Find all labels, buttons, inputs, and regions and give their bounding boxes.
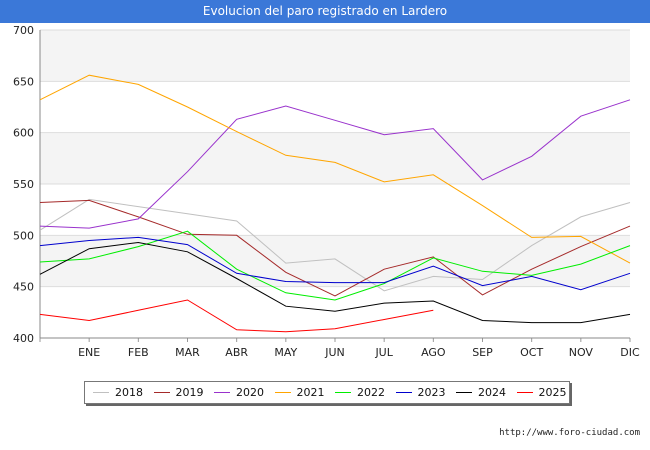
series-line-2024 bbox=[39, 241, 631, 324]
y-tick-label: 550 bbox=[13, 178, 34, 191]
chart-legend: 2018 2019 2020 2021 2022 2023 2024 2025 bbox=[84, 381, 570, 404]
y-tick-label: 600 bbox=[13, 127, 34, 140]
y-tick-label: 650 bbox=[13, 75, 34, 88]
x-tick-label: MAR bbox=[175, 346, 200, 359]
x-tick-label: JUN bbox=[324, 346, 345, 359]
chart-title: Evolucion del paro registrado en Lardero bbox=[202, 4, 448, 18]
x-tick-label: OCT bbox=[520, 346, 543, 359]
legend-label: 2022 bbox=[357, 386, 385, 399]
legend-label: 2020 bbox=[236, 386, 264, 399]
series-line-2021 bbox=[39, 74, 631, 264]
legend-item-2022: 2022 bbox=[335, 385, 385, 400]
legend-item-2025: 2025 bbox=[516, 385, 567, 400]
legend-label: 2023 bbox=[417, 386, 446, 399]
legend-item-2019: 2019 bbox=[153, 385, 204, 400]
legend-item-2021: 2021 bbox=[274, 385, 325, 400]
legend-swatch bbox=[214, 392, 230, 393]
y-tick-label: 400 bbox=[13, 332, 34, 345]
y-tick-label: 450 bbox=[13, 281, 34, 294]
legend-item-2018: 2018 bbox=[93, 385, 143, 400]
legend-item-2023: 2023 bbox=[395, 385, 446, 400]
grid-band bbox=[40, 132, 630, 184]
grid-band bbox=[40, 235, 630, 287]
x-tick-label: FEB bbox=[128, 346, 149, 359]
legend-label: 2025 bbox=[538, 386, 567, 399]
legend-swatch bbox=[93, 392, 109, 393]
grid-band bbox=[40, 30, 630, 82]
legend-swatch bbox=[456, 392, 472, 393]
series-line-2022 bbox=[39, 230, 631, 301]
series-line-2023 bbox=[39, 236, 631, 291]
series-line-2019 bbox=[39, 199, 631, 297]
legend-swatch bbox=[395, 392, 412, 393]
title-bar: Evolucion del paro registrado en Lardero bbox=[0, 0, 650, 23]
x-tick-label: MAY bbox=[274, 346, 297, 359]
legend-swatch bbox=[516, 392, 533, 393]
legend-label: 2019 bbox=[175, 386, 204, 399]
legend-item-2020: 2020 bbox=[214, 385, 264, 400]
x-tick-label: NOV bbox=[569, 346, 594, 359]
y-tick-label: 500 bbox=[13, 229, 34, 242]
series-line-2025 bbox=[39, 299, 434, 333]
legend-label: 2018 bbox=[115, 386, 143, 399]
legend-label: 2024 bbox=[478, 386, 506, 399]
y-tick-label: 700 bbox=[13, 24, 34, 37]
x-tick-label: DIC bbox=[620, 346, 640, 359]
legend-swatch bbox=[274, 392, 291, 393]
x-tick-label: ENE bbox=[78, 346, 100, 359]
x-tick-label: AGO bbox=[421, 346, 446, 359]
legend-item-2024: 2024 bbox=[456, 385, 506, 400]
x-tick-label: ABR bbox=[225, 346, 248, 359]
x-tick-label: JUL bbox=[374, 346, 393, 359]
legend-swatch bbox=[153, 392, 170, 393]
series-line-2020 bbox=[39, 99, 631, 229]
source-credit: http://www.foro-ciudad.com bbox=[499, 428, 640, 438]
legend-label: 2021 bbox=[296, 386, 325, 399]
legend-swatch bbox=[335, 392, 351, 393]
series-line-2018 bbox=[39, 198, 631, 292]
x-tick-label: SEP bbox=[472, 346, 493, 359]
